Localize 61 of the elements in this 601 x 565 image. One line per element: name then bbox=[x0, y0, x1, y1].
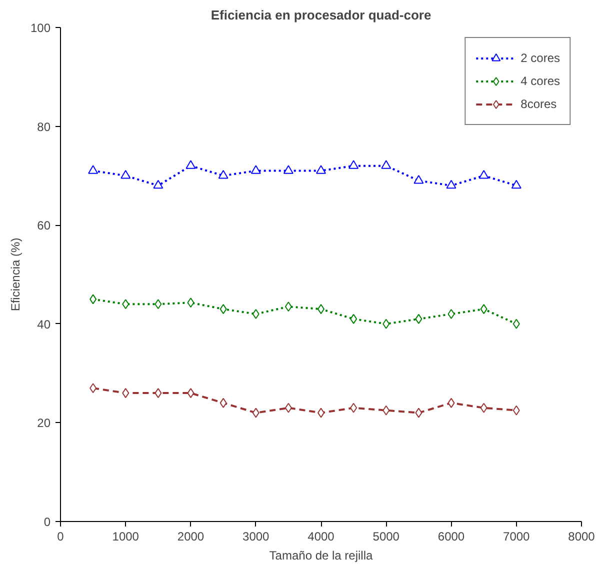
point bbox=[448, 398, 455, 408]
point bbox=[220, 304, 227, 314]
point bbox=[90, 383, 97, 394]
point bbox=[414, 174, 424, 184]
x-tick-label: 6000 bbox=[438, 530, 465, 544]
point bbox=[187, 298, 194, 308]
point bbox=[154, 299, 162, 310]
chart-title: Eficiencia en procesador quad-core bbox=[210, 8, 432, 22]
x-axis-title: Tamaño de la rejilla bbox=[269, 548, 374, 562]
point bbox=[511, 180, 522, 189]
x-tick-label: 2000 bbox=[177, 530, 204, 544]
point bbox=[122, 388, 130, 398]
point bbox=[154, 388, 162, 398]
point bbox=[250, 165, 261, 174]
x-tick-label: 7000 bbox=[503, 530, 530, 544]
x-tick-label: 0 bbox=[57, 530, 64, 544]
x-tick-label: 4000 bbox=[308, 530, 335, 544]
point bbox=[448, 309, 455, 320]
point bbox=[348, 160, 359, 169]
point bbox=[283, 165, 294, 174]
legend-label: 8cores bbox=[520, 97, 557, 111]
point bbox=[218, 170, 228, 179]
y-axis-title: Eficiencia (%) bbox=[8, 238, 22, 312]
point bbox=[512, 318, 520, 329]
point bbox=[122, 299, 130, 310]
point bbox=[350, 314, 358, 324]
point bbox=[415, 314, 422, 324]
point bbox=[415, 408, 422, 418]
point bbox=[88, 165, 98, 174]
point bbox=[512, 405, 520, 416]
point bbox=[284, 402, 292, 413]
point bbox=[284, 302, 292, 312]
point bbox=[316, 165, 326, 174]
point bbox=[186, 160, 196, 169]
point bbox=[252, 309, 260, 320]
x-tick-label: 5000 bbox=[372, 530, 400, 544]
y-tick-label: 80 bbox=[37, 120, 51, 134]
legend-label: 4 cores bbox=[520, 74, 560, 88]
legend-label: 2 cores bbox=[520, 51, 560, 65]
y-tick-label: 60 bbox=[37, 218, 51, 233]
y-tick-label: 20 bbox=[37, 416, 51, 430]
point bbox=[90, 294, 97, 304]
point bbox=[478, 170, 489, 179]
point bbox=[480, 402, 488, 413]
y-tick-label: 0 bbox=[44, 515, 51, 529]
y-tick-label: 100 bbox=[30, 21, 51, 35]
x-tick-label: 1000 bbox=[112, 530, 140, 544]
point bbox=[446, 180, 456, 189]
point bbox=[381, 160, 392, 169]
point bbox=[480, 304, 488, 314]
point bbox=[220, 398, 227, 408]
point bbox=[120, 170, 131, 179]
point bbox=[252, 408, 260, 418]
x-tick-label: 8000 bbox=[568, 530, 596, 544]
point bbox=[153, 180, 164, 189]
point bbox=[350, 402, 358, 413]
point bbox=[382, 318, 390, 329]
point bbox=[187, 388, 194, 398]
point bbox=[382, 405, 390, 416]
y-tick-label: 40 bbox=[37, 317, 51, 332]
x-tick-label: 3000 bbox=[242, 530, 270, 544]
